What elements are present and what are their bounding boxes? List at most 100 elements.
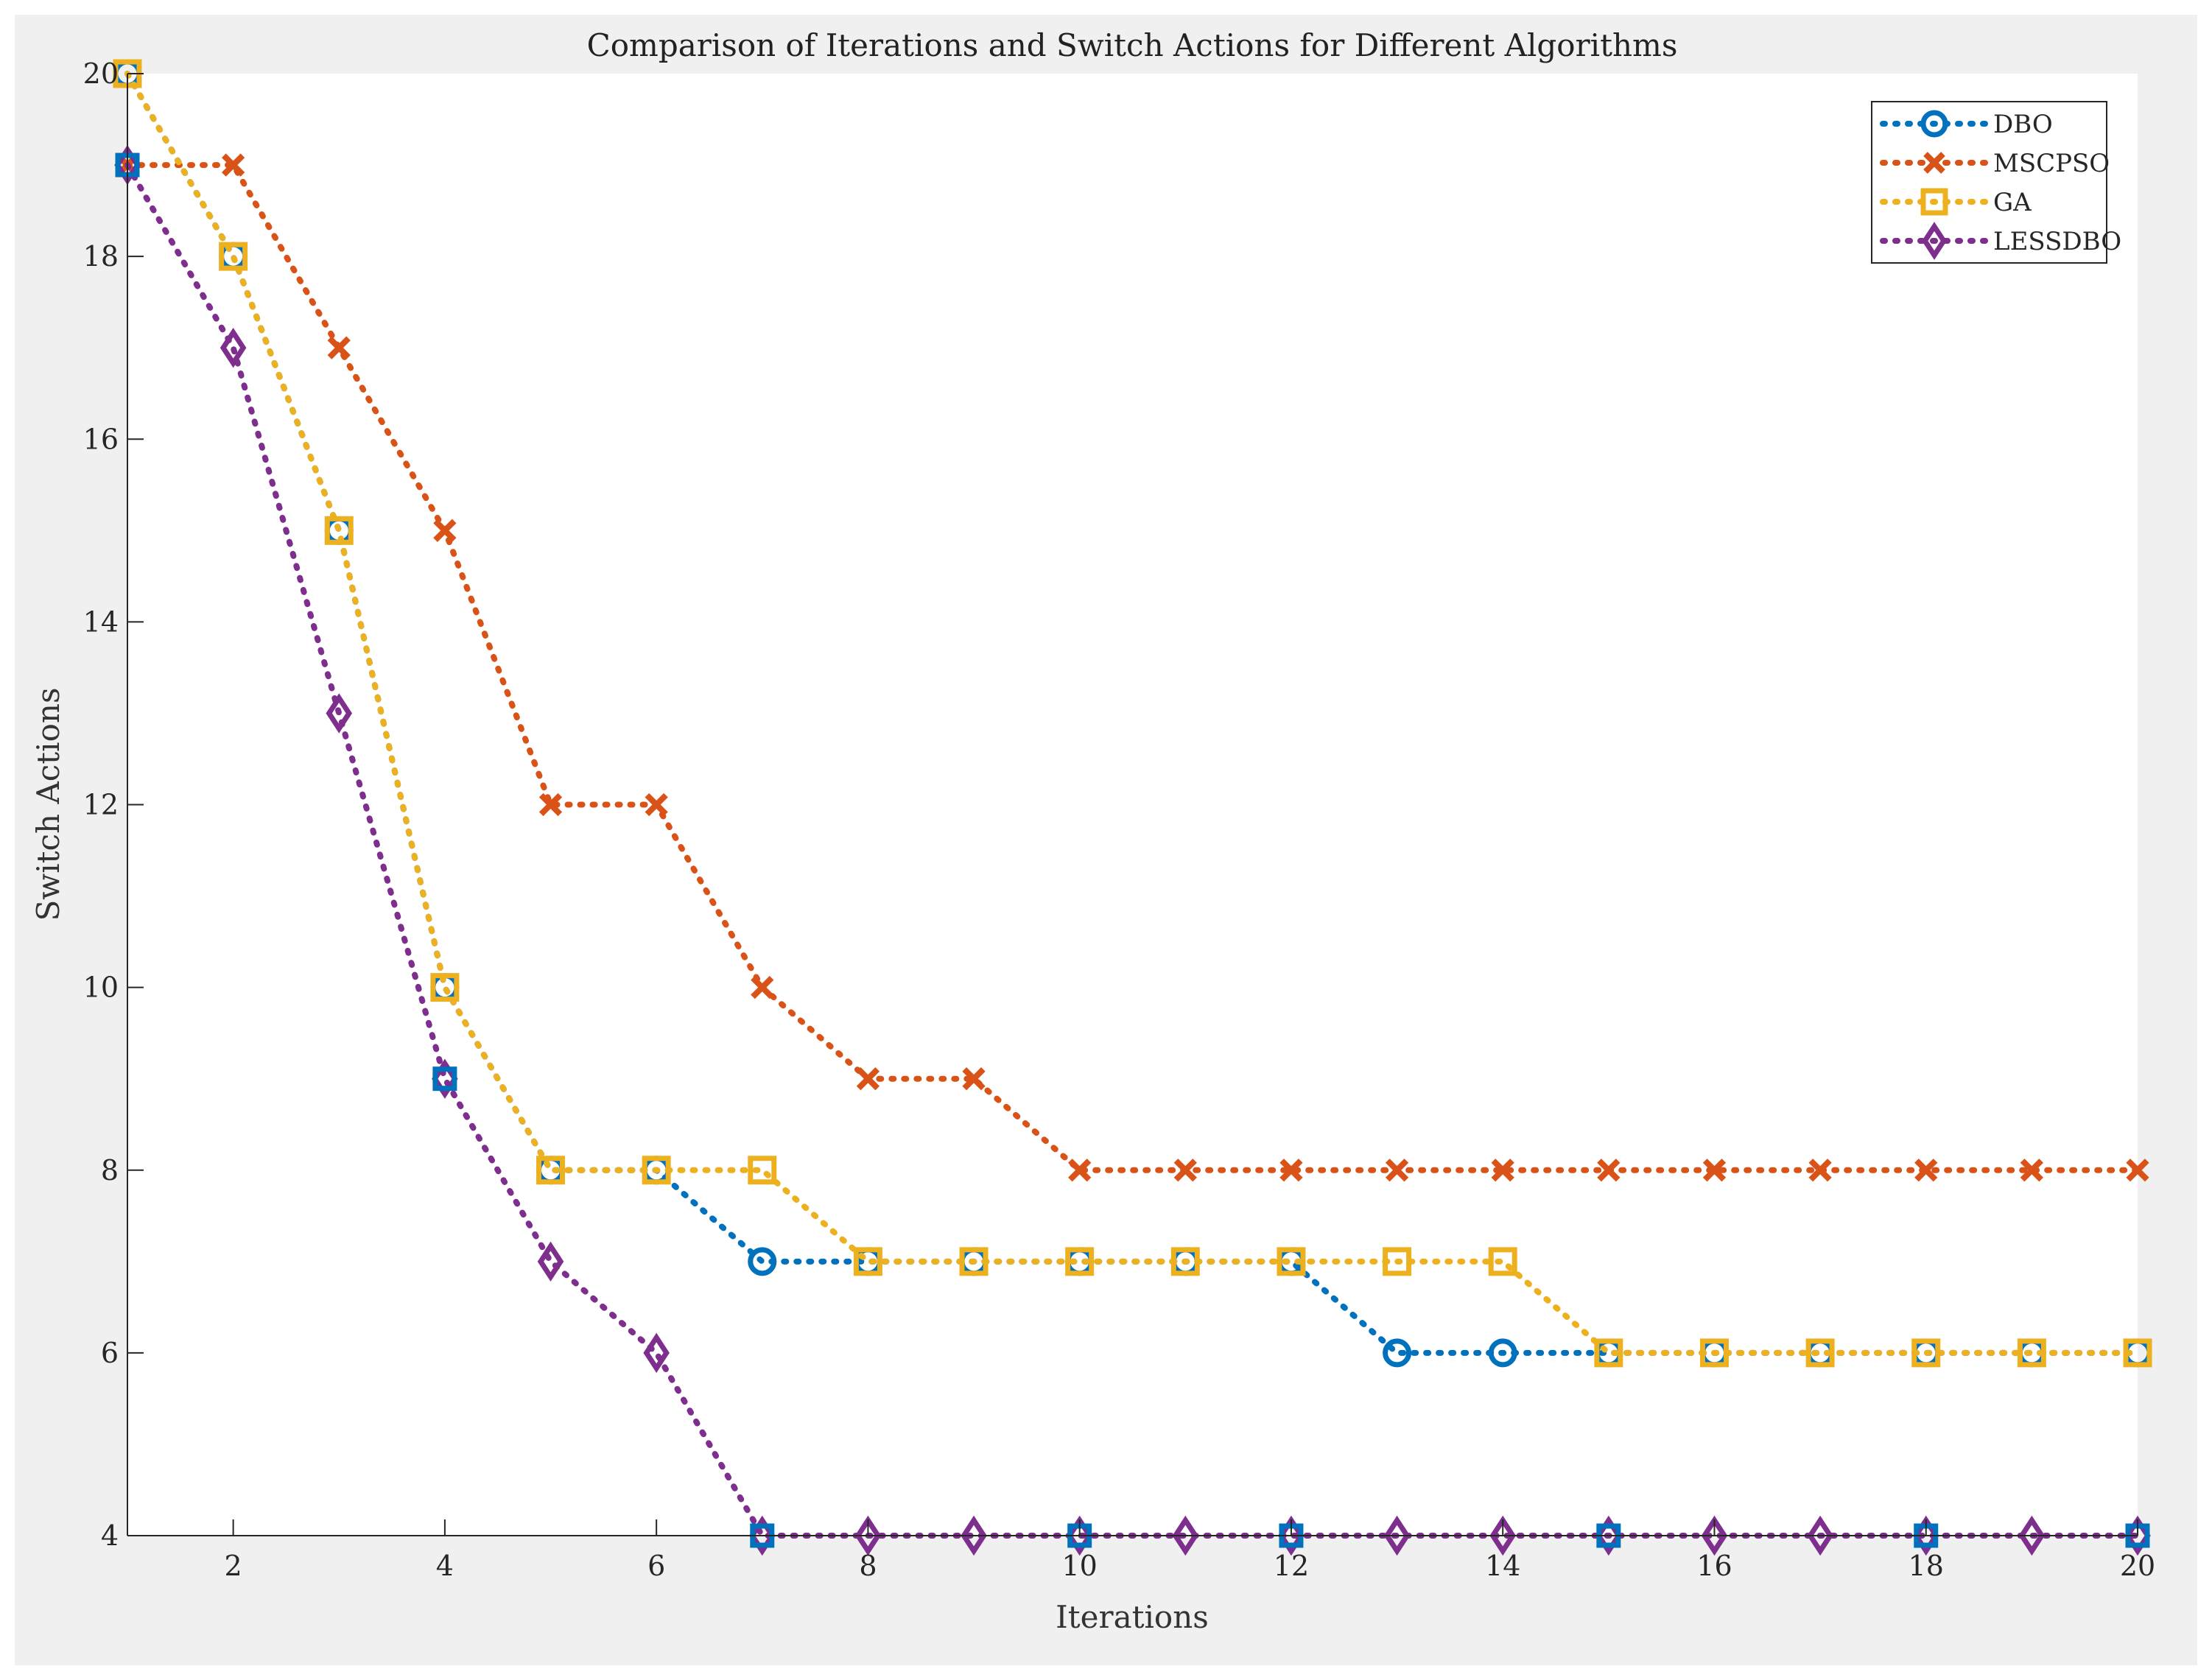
y-tick-label: 10 — [83, 971, 119, 1004]
legend-item-mscpso: MSCPSO — [1880, 149, 2110, 178]
data-point-lessdbo — [220, 327, 247, 368]
data-point-mscpso — [1808, 1159, 1832, 1182]
legend: DBO MSCPSO GA LESSDBO — [1871, 101, 2121, 264]
y-axis-label: Switch Actions — [30, 687, 66, 921]
y-tick-label: 4 — [101, 1519, 119, 1552]
y-tick-label: 20 — [83, 57, 119, 90]
data-point-ga — [1911, 1338, 1941, 1368]
data-point-mscpso — [1597, 1159, 1621, 1182]
series-mscpso — [116, 153, 2149, 1182]
series-line-ga — [124, 71, 2141, 1356]
x-axis-label: Iterations — [1056, 1599, 1209, 1635]
data-point-mscpso — [1385, 1159, 1409, 1182]
chart-title: Comparison of Iterations and Switch Acti… — [587, 27, 1678, 63]
legend-marker — [1922, 222, 1947, 260]
data-point-mscpso — [2126, 1159, 2149, 1182]
data-point-mscpso — [962, 1067, 986, 1091]
data-point-mscpso — [538, 792, 563, 817]
data-point-mscpso — [1173, 1159, 1197, 1182]
data-point-lessdbo — [432, 1058, 458, 1099]
data-point-ga — [219, 242, 248, 271]
legend-item-dbo: DBO — [1880, 110, 2053, 139]
data-point-ga — [536, 1156, 566, 1185]
data-point-ga — [959, 1247, 989, 1276]
x-tick-label: 4 — [436, 1550, 454, 1582]
data-point-lessdbo — [1278, 1515, 1305, 1556]
data-point-mscpso — [1279, 1159, 1303, 1182]
legend-label: MSCPSO — [1993, 149, 2110, 178]
data-point-ga — [2017, 1338, 2046, 1368]
data-point-mscpso — [1702, 1159, 1727, 1182]
y-tick-label: 8 — [101, 1154, 119, 1187]
data-point-mscpso — [433, 519, 457, 542]
data-point-ga — [853, 1247, 882, 1276]
data-point-ga — [642, 1156, 671, 1185]
x-tick-label: 14 — [1485, 1550, 1520, 1582]
plot-area — [127, 74, 2138, 1536]
legend-box — [1871, 101, 2107, 264]
data-point-ga — [1699, 1338, 1729, 1368]
data-point-dbo — [1383, 1338, 1412, 1368]
data-point-lessdbo — [749, 1515, 776, 1556]
data-point-lessdbo — [1595, 1515, 1622, 1556]
data-point-ga — [748, 1156, 777, 1185]
data-point-mscpso — [1914, 1159, 1938, 1182]
data-point-lessdbo — [961, 1515, 987, 1556]
data-point-ga — [1170, 1247, 1200, 1276]
data-point-dbo — [748, 1247, 777, 1276]
y-tick-label: 18 — [83, 240, 119, 273]
y-tick-label: 16 — [83, 423, 119, 455]
y-tick-label: 6 — [101, 1337, 119, 1369]
data-point-mscpso — [1491, 1159, 1514, 1182]
data-point-ga — [1594, 1338, 1623, 1368]
data-point-mscpso — [751, 975, 774, 999]
data-point-mscpso — [645, 792, 668, 817]
data-point-ga — [430, 973, 460, 1002]
legend-item-ga: GA — [1880, 188, 2032, 217]
data-point-ga — [1065, 1247, 1095, 1276]
legend-label: LESSDBO — [1993, 227, 2121, 256]
data-point-lessdbo — [643, 1332, 670, 1374]
data-point-lessdbo — [537, 1241, 564, 1282]
data-point-lessdbo — [1172, 1515, 1199, 1556]
x-tick-label: 10 — [1062, 1550, 1098, 1582]
data-point-lessdbo — [2018, 1515, 2046, 1556]
data-point-lessdbo — [1912, 1515, 1939, 1556]
data-point-lessdbo — [1066, 1515, 1093, 1556]
y-tick-label: 14 — [83, 605, 119, 638]
data-point-lessdbo — [326, 693, 353, 734]
x-tick-label: 16 — [1696, 1550, 1732, 1582]
data-point-mscpso — [856, 1067, 880, 1091]
data-point-ga — [1277, 1247, 1306, 1276]
x-tick-label: 2 — [225, 1550, 242, 1582]
series-line-mscpso — [124, 162, 2141, 1173]
axes: 2 4 6 8 10 12 14 16 18 20 4 6 8 10 12 14 16 18 20 — [83, 57, 2156, 1582]
legend-item-lessdbo: LESSDBO — [1880, 222, 2121, 260]
x-tick-label: 6 — [647, 1550, 665, 1582]
x-tick-label: 18 — [1909, 1550, 1944, 1582]
data-point-dbo — [1488, 1338, 1517, 1368]
data-point-ga — [1383, 1247, 1412, 1276]
legend-label: DBO — [1993, 110, 2053, 139]
overlay-marker — [432, 1066, 457, 1092]
data-point-lessdbo — [1807, 1515, 1833, 1556]
y-tick-label: 12 — [83, 789, 119, 821]
data-point-mscpso — [2020, 1159, 2043, 1182]
data-point-ga — [324, 516, 354, 545]
data-point-lessdbo — [1701, 1515, 1728, 1556]
data-point-lessdbo — [2124, 1515, 2151, 1556]
legend-marker — [1923, 152, 1945, 174]
legend-marker — [1920, 110, 1948, 138]
x-tick-label: 20 — [2120, 1550, 2155, 1582]
data-point-mscpso — [222, 153, 245, 177]
legend-marker — [1920, 188, 1948, 216]
data-point-lessdbo — [1383, 1515, 1411, 1556]
data-point-lessdbo — [854, 1515, 882, 1556]
data-point-ga — [2123, 1338, 2152, 1368]
data-point-mscpso — [327, 336, 351, 359]
x-tick-label: 12 — [1274, 1550, 1309, 1582]
x-tick-label: 8 — [859, 1550, 877, 1582]
legend-label: GA — [1993, 188, 2032, 217]
